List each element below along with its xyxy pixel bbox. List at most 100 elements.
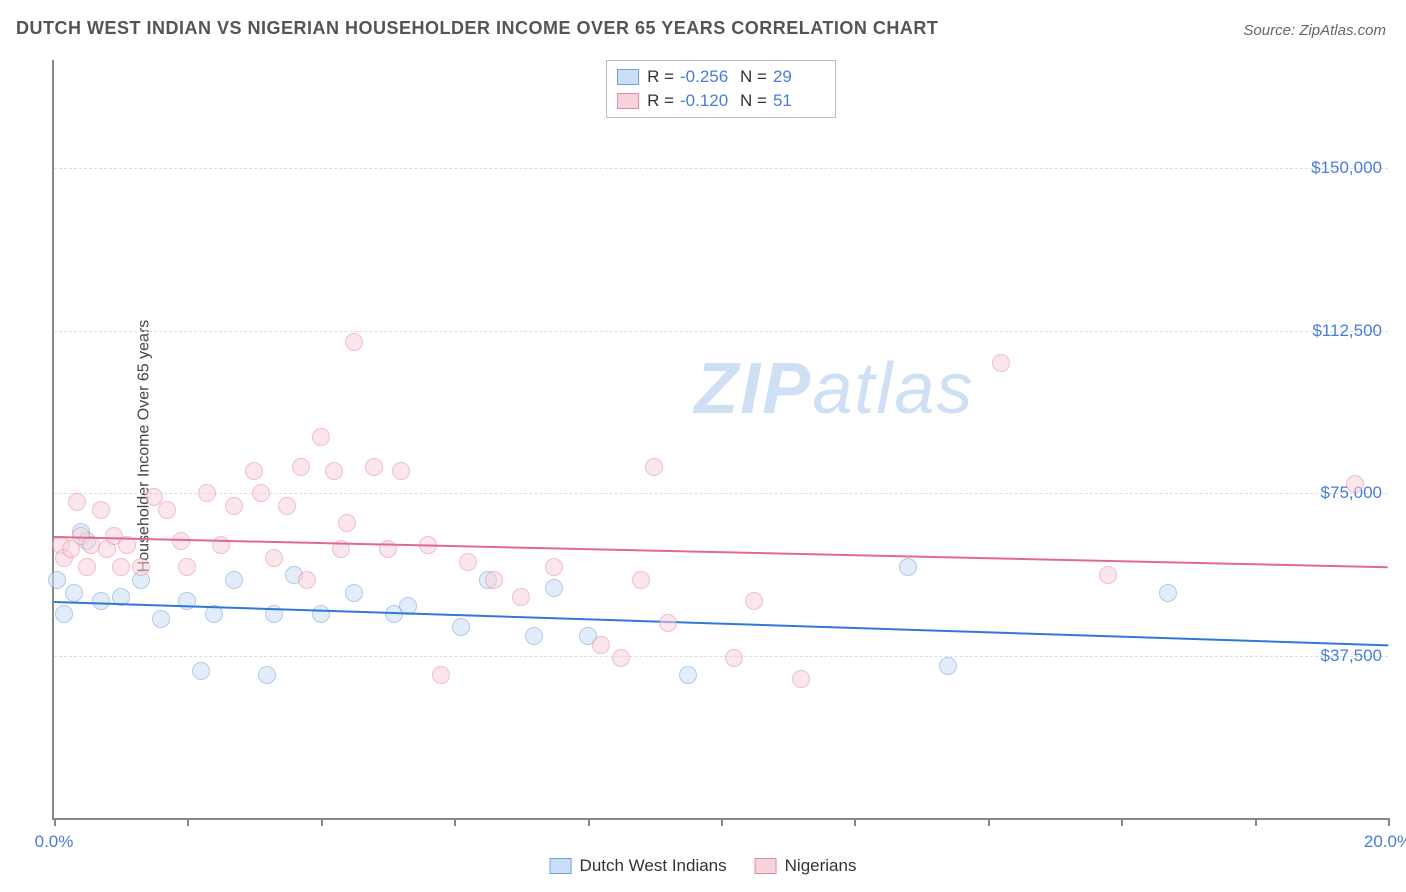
scatter-point-dutch	[939, 657, 957, 675]
plot-area: ZIPatlas R =-0.256 N =29 R =-0.120 N =51 $3…	[52, 60, 1388, 820]
scatter-point-dutch	[55, 605, 73, 623]
scatter-point-nigerian	[325, 462, 343, 480]
scatter-point-dutch	[545, 579, 563, 597]
scatter-point-nigerian	[545, 558, 563, 576]
scatter-point-dutch	[48, 571, 66, 589]
x-tick	[187, 818, 189, 826]
scatter-point-nigerian	[512, 588, 530, 606]
swatch-nigerian	[755, 858, 777, 874]
source-attribution: Source: ZipAtlas.com	[1243, 22, 1386, 39]
watermark: ZIPatlas	[694, 348, 974, 430]
stats-row-dutch: R =-0.256 N =29	[617, 65, 825, 89]
x-tick	[454, 818, 456, 826]
y-tick-label: $112,500	[1312, 321, 1382, 341]
scatter-point-nigerian	[78, 558, 96, 576]
swatch-dutch	[617, 69, 639, 85]
x-tick	[988, 818, 990, 826]
scatter-point-nigerian	[252, 484, 270, 502]
scatter-point-nigerian	[745, 592, 763, 610]
scatter-point-nigerian	[1099, 566, 1117, 584]
scatter-point-dutch	[152, 610, 170, 628]
scatter-point-dutch	[1159, 584, 1177, 602]
scatter-point-nigerian	[132, 558, 150, 576]
y-tick-label: $150,000	[1311, 158, 1382, 178]
trend-line-dutch	[54, 601, 1388, 646]
x-tick	[1121, 818, 1123, 826]
scatter-point-nigerian	[632, 571, 650, 589]
scatter-point-nigerian	[68, 493, 86, 511]
scatter-point-nigerian	[338, 514, 356, 532]
legend-label: Nigerians	[785, 856, 857, 876]
watermark-zip: ZIP	[694, 349, 812, 429]
scatter-point-dutch	[525, 627, 543, 645]
stats-legend: R =-0.256 N =29 R =-0.120 N =51	[606, 60, 836, 118]
scatter-point-nigerian	[485, 571, 503, 589]
scatter-point-nigerian	[158, 501, 176, 519]
scatter-point-dutch	[899, 558, 917, 576]
scatter-point-nigerian	[178, 558, 196, 576]
scatter-point-nigerian	[432, 666, 450, 684]
scatter-point-nigerian	[592, 636, 610, 654]
r-stat: R =-0.120	[647, 91, 732, 111]
scatter-point-nigerian	[612, 649, 630, 667]
trend-line-nigerian	[54, 536, 1388, 568]
x-tick-label: 20.0%	[1364, 832, 1406, 852]
scatter-point-nigerian	[278, 497, 296, 515]
legend-label: Dutch West Indians	[580, 856, 727, 876]
series-legend: Dutch West Indians Nigerians	[550, 856, 857, 876]
scatter-point-nigerian	[198, 484, 216, 502]
scatter-point-dutch	[258, 666, 276, 684]
scatter-point-nigerian	[992, 354, 1010, 372]
source-name: ZipAtlas.com	[1299, 22, 1386, 39]
scatter-point-dutch	[452, 618, 470, 636]
x-tick	[721, 818, 723, 826]
x-tick	[54, 818, 56, 826]
legend-item-dutch: Dutch West Indians	[550, 856, 727, 876]
scatter-point-nigerian	[112, 558, 130, 576]
scatter-point-nigerian	[1346, 475, 1364, 493]
gridline-h	[54, 168, 1388, 169]
scatter-point-nigerian	[292, 458, 310, 476]
scatter-point-nigerian	[225, 497, 243, 515]
x-tick	[1388, 818, 1390, 826]
swatch-dutch	[550, 858, 572, 874]
scatter-point-nigerian	[645, 458, 663, 476]
scatter-point-dutch	[65, 584, 83, 602]
swatch-nigerian	[617, 93, 639, 109]
plot-canvas: ZIPatlas R =-0.256 N =29 R =-0.120 N =51 $3…	[52, 60, 1388, 820]
scatter-point-dutch	[178, 592, 196, 610]
x-tick	[854, 818, 856, 826]
x-tick	[1255, 818, 1257, 826]
scatter-point-nigerian	[92, 501, 110, 519]
scatter-point-nigerian	[265, 549, 283, 567]
scatter-point-nigerian	[392, 462, 410, 480]
scatter-point-nigerian	[659, 614, 677, 632]
gridline-h	[54, 331, 1388, 332]
n-stat: N =29	[740, 67, 825, 87]
scatter-point-nigerian	[345, 333, 363, 351]
scatter-point-nigerian	[792, 670, 810, 688]
r-stat: R =-0.256	[647, 67, 732, 87]
scatter-point-dutch	[312, 605, 330, 623]
scatter-point-dutch	[192, 662, 210, 680]
legend-item-nigerian: Nigerians	[755, 856, 857, 876]
x-tick-label: 0.0%	[35, 832, 74, 852]
scatter-point-nigerian	[459, 553, 477, 571]
scatter-point-nigerian	[298, 571, 316, 589]
gridline-h	[54, 656, 1388, 657]
scatter-point-nigerian	[245, 462, 263, 480]
scatter-point-dutch	[345, 584, 363, 602]
scatter-point-nigerian	[725, 649, 743, 667]
x-tick	[588, 818, 590, 826]
watermark-atlas: atlas	[812, 349, 974, 429]
scatter-point-dutch	[225, 571, 243, 589]
x-tick	[321, 818, 323, 826]
scatter-point-dutch	[679, 666, 697, 684]
y-tick-label: $37,500	[1321, 646, 1382, 666]
n-stat: N =51	[740, 91, 825, 111]
stats-row-nigerian: R =-0.120 N =51	[617, 89, 825, 113]
source-prefix: Source:	[1243, 22, 1299, 39]
scatter-point-nigerian	[365, 458, 383, 476]
scatter-point-nigerian	[312, 428, 330, 446]
chart-title: DUTCH WEST INDIAN VS NIGERIAN HOUSEHOLDE…	[16, 18, 938, 39]
